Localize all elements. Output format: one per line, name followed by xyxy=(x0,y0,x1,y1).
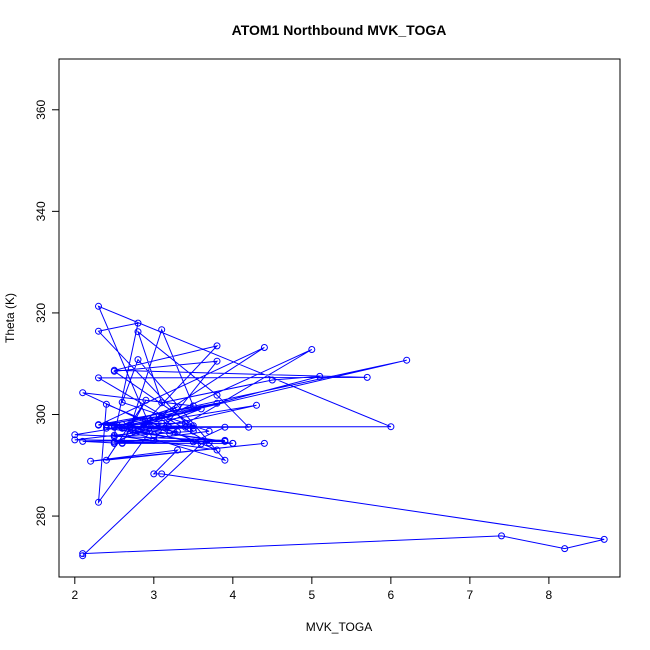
x-tick-label: 7 xyxy=(467,588,474,602)
series-layer xyxy=(71,302,608,560)
y-tick-label: 320 xyxy=(34,303,48,323)
y-tick-label: 360 xyxy=(34,99,48,119)
data-point xyxy=(260,344,268,351)
data-point xyxy=(221,423,229,431)
data-point xyxy=(166,429,174,437)
data-point xyxy=(213,357,221,365)
data-point xyxy=(205,427,213,435)
chart-title: ATOM1 Northbound MVK_TOGA xyxy=(232,22,447,38)
data-point xyxy=(174,446,181,454)
data-point xyxy=(363,373,371,381)
data-point xyxy=(561,545,569,553)
data-point xyxy=(197,440,205,448)
x-axis: 2 3 4 5 6 7 8 xyxy=(71,576,553,602)
data-point xyxy=(213,391,221,399)
x-axis-label: MVK_TOGA xyxy=(306,620,372,634)
data-point xyxy=(158,326,166,334)
data-point xyxy=(600,535,608,543)
data-point xyxy=(150,413,158,421)
data-point xyxy=(150,470,158,478)
data-point xyxy=(189,402,197,410)
data-point xyxy=(260,439,268,447)
data-point xyxy=(71,431,79,439)
data-point xyxy=(95,327,102,335)
data-point xyxy=(87,457,95,465)
data-point xyxy=(79,552,87,560)
data-point xyxy=(142,423,150,431)
data-point xyxy=(189,424,197,432)
data-point xyxy=(95,374,102,382)
data-point xyxy=(102,456,110,464)
data-point xyxy=(126,423,134,431)
y-axis-label: Theta (K) xyxy=(3,293,17,343)
data-point xyxy=(102,421,110,429)
data-point xyxy=(268,376,276,384)
data-point xyxy=(158,419,166,427)
data-point xyxy=(142,396,150,404)
data-point xyxy=(197,405,205,413)
data-point xyxy=(205,439,213,447)
series-line xyxy=(74,305,605,557)
data-point xyxy=(197,437,205,445)
data-point xyxy=(174,428,181,436)
data-point xyxy=(174,403,181,411)
x-tick-label: 3 xyxy=(150,588,157,602)
data-point xyxy=(95,302,102,310)
data-point xyxy=(102,400,110,408)
data-point xyxy=(158,470,166,478)
data-point xyxy=(79,437,87,445)
data-point xyxy=(213,446,221,454)
data-point xyxy=(126,421,134,429)
y-axis: 280 300 320 340 360 xyxy=(34,99,60,526)
data-point xyxy=(158,412,166,420)
data-point xyxy=(403,356,411,364)
data-point xyxy=(118,398,126,406)
data-point xyxy=(253,401,260,409)
y-tick-label: 340 xyxy=(34,201,48,221)
data-point xyxy=(189,438,197,446)
data-point xyxy=(181,419,189,427)
data-point xyxy=(110,433,118,441)
data-point xyxy=(316,372,324,380)
data-point xyxy=(134,328,142,336)
y-tick-label: 300 xyxy=(34,404,48,424)
data-point xyxy=(110,421,118,429)
data-point xyxy=(158,399,166,407)
data-point xyxy=(387,423,395,431)
x-tick-label: 4 xyxy=(229,588,236,602)
data-point xyxy=(110,439,118,447)
data-point xyxy=(79,389,87,397)
data-point xyxy=(95,421,102,429)
data-point xyxy=(79,550,87,558)
x-tick-label: 2 xyxy=(71,588,78,602)
data-point xyxy=(213,342,221,350)
x-tick-label: 8 xyxy=(546,588,553,602)
data-point xyxy=(110,367,118,375)
data-point xyxy=(498,532,505,540)
data-point xyxy=(118,421,126,429)
data-point xyxy=(245,423,253,431)
data-point xyxy=(308,346,316,353)
data-point xyxy=(150,436,158,444)
data-point xyxy=(229,439,237,447)
data-point xyxy=(134,319,142,327)
data-point xyxy=(71,436,79,444)
y-tick-label: 280 xyxy=(34,506,48,526)
data-point xyxy=(189,422,197,430)
data-point xyxy=(150,422,158,430)
data-point xyxy=(181,423,189,431)
data-point xyxy=(95,498,102,506)
data-point xyxy=(221,437,229,445)
data-point xyxy=(134,427,142,435)
data-point xyxy=(102,424,110,432)
data-point xyxy=(213,399,221,407)
x-tick-label: 5 xyxy=(309,588,316,602)
data-point xyxy=(110,423,118,431)
data-point xyxy=(221,456,229,464)
data-point xyxy=(134,356,142,364)
data-point xyxy=(118,424,126,432)
x-tick-label: 6 xyxy=(388,588,395,602)
data-point xyxy=(118,439,126,447)
